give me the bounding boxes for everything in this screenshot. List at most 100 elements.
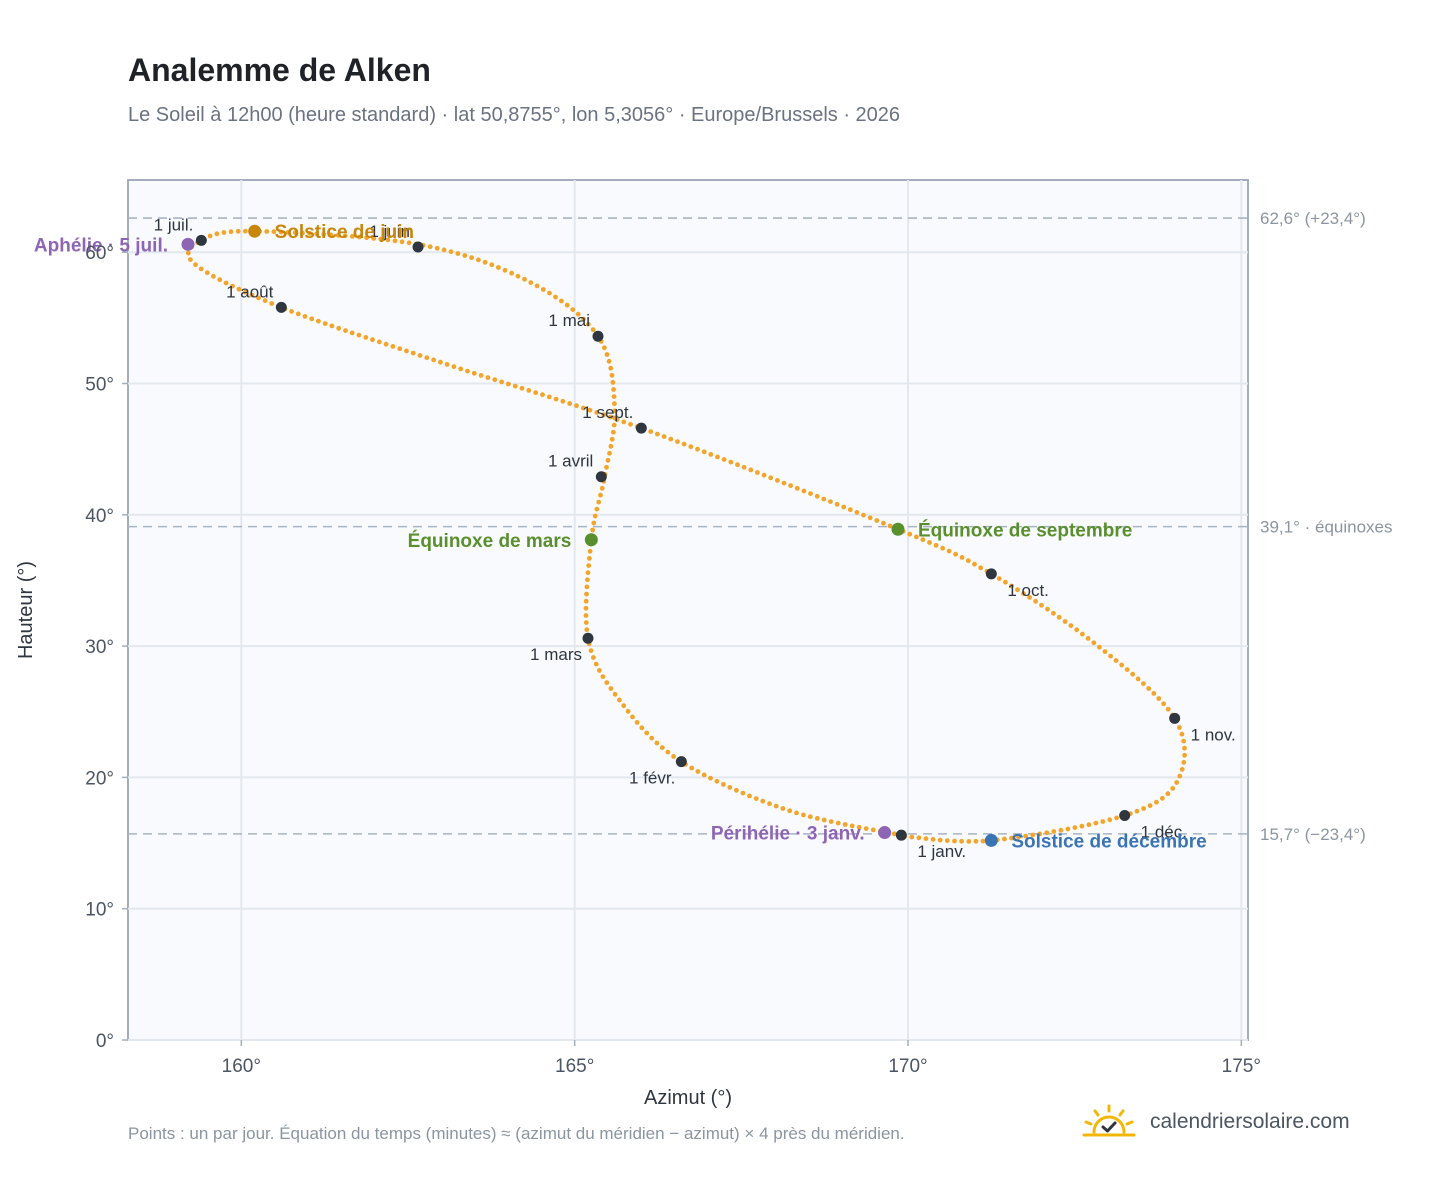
day-point — [242, 228, 248, 234]
day-point — [933, 542, 939, 548]
day-point — [322, 321, 328, 326]
day-point — [444, 362, 450, 367]
day-point — [1165, 791, 1171, 797]
day-point — [256, 295, 261, 301]
day-point — [1009, 835, 1014, 841]
day-point — [485, 375, 491, 380]
day-point — [462, 253, 468, 258]
day-point — [794, 485, 800, 491]
day-point — [597, 668, 602, 673]
day-point — [1170, 786, 1176, 791]
month-label: 1 févr. — [629, 769, 675, 788]
day-point — [223, 280, 229, 286]
month-label: 1 nov. — [1191, 725, 1236, 744]
day-point — [356, 332, 362, 338]
day-point — [946, 548, 952, 554]
day-point — [357, 234, 362, 240]
month-marker — [895, 829, 907, 841]
day-point — [940, 545, 945, 551]
event-marker — [878, 826, 892, 840]
day-point — [370, 337, 375, 343]
day-point — [349, 234, 355, 239]
day-point — [271, 229, 277, 235]
y-tick-label: 60° — [85, 243, 114, 264]
day-point — [609, 436, 615, 442]
day-point — [590, 327, 596, 333]
day-point — [874, 518, 880, 523]
day-point — [608, 443, 614, 449]
reference-line-label: 62,6° (+23,4°) — [1260, 209, 1366, 228]
day-point — [914, 534, 919, 540]
day-point — [540, 287, 546, 292]
day-point — [854, 510, 860, 515]
day-point — [1051, 610, 1056, 616]
month-label: 1 oct. — [1007, 581, 1049, 600]
event-marker — [181, 237, 195, 251]
day-point — [506, 381, 511, 387]
day-point — [390, 344, 396, 349]
month-label: 1 août — [226, 282, 274, 301]
day-point — [392, 238, 398, 244]
day-point — [727, 785, 733, 790]
day-point — [1160, 795, 1165, 801]
day-point — [909, 834, 915, 840]
day-point — [592, 513, 598, 519]
month-label: 1 déc. — [1141, 822, 1187, 841]
day-point — [448, 249, 454, 255]
plot-background — [127, 179, 1249, 1041]
day-point — [236, 286, 242, 292]
day-point — [583, 613, 589, 618]
day-point — [602, 345, 607, 351]
day-point — [828, 819, 834, 824]
day-point — [285, 229, 291, 235]
sun-check-icon — [1082, 1104, 1136, 1137]
day-point — [515, 273, 521, 279]
day-point — [605, 457, 611, 463]
day-point — [599, 485, 605, 491]
day-point — [397, 346, 403, 352]
day-point — [553, 396, 559, 402]
day-point — [611, 422, 617, 428]
day-point — [606, 358, 612, 364]
day-point — [675, 439, 680, 444]
day-point — [1074, 627, 1080, 633]
day-point — [243, 289, 248, 295]
day-point — [540, 392, 545, 398]
day-point — [721, 457, 727, 462]
day-point — [621, 703, 627, 709]
day-point — [887, 523, 893, 529]
day-point — [559, 298, 564, 304]
day-point — [1023, 833, 1028, 839]
day-point — [959, 838, 964, 844]
day-point — [701, 449, 707, 455]
day-point — [665, 749, 671, 755]
month-marker — [592, 330, 604, 342]
day-point — [1181, 760, 1187, 765]
brand[interactable]: calendriersolaire.com — [1082, 1102, 1350, 1142]
day-point — [611, 387, 616, 392]
day-point — [580, 405, 586, 411]
day-point — [1177, 725, 1182, 730]
day-point — [612, 691, 618, 697]
day-point — [978, 565, 984, 571]
day-point — [689, 765, 695, 771]
day-point — [560, 398, 566, 404]
day-point — [1030, 832, 1036, 838]
day-point — [630, 714, 635, 720]
day-point — [681, 441, 687, 447]
day-point — [509, 270, 514, 276]
brand-name[interactable]: calendriersolaire.com — [1150, 1110, 1350, 1133]
day-point — [590, 527, 595, 533]
month-markers: 1 janv. 1 févr. 1 mars 1 avril 1 mai 1 juin 1 … — [154, 215, 1236, 861]
day-point — [328, 232, 334, 238]
day-point — [228, 229, 234, 235]
day-point — [1182, 745, 1187, 751]
day-point — [600, 674, 606, 679]
day-point — [923, 836, 929, 841]
day-point — [404, 348, 409, 354]
day-point — [1181, 738, 1186, 744]
day-point — [760, 798, 766, 804]
day-point — [399, 239, 405, 245]
y-tick-label: 50° — [85, 375, 114, 396]
